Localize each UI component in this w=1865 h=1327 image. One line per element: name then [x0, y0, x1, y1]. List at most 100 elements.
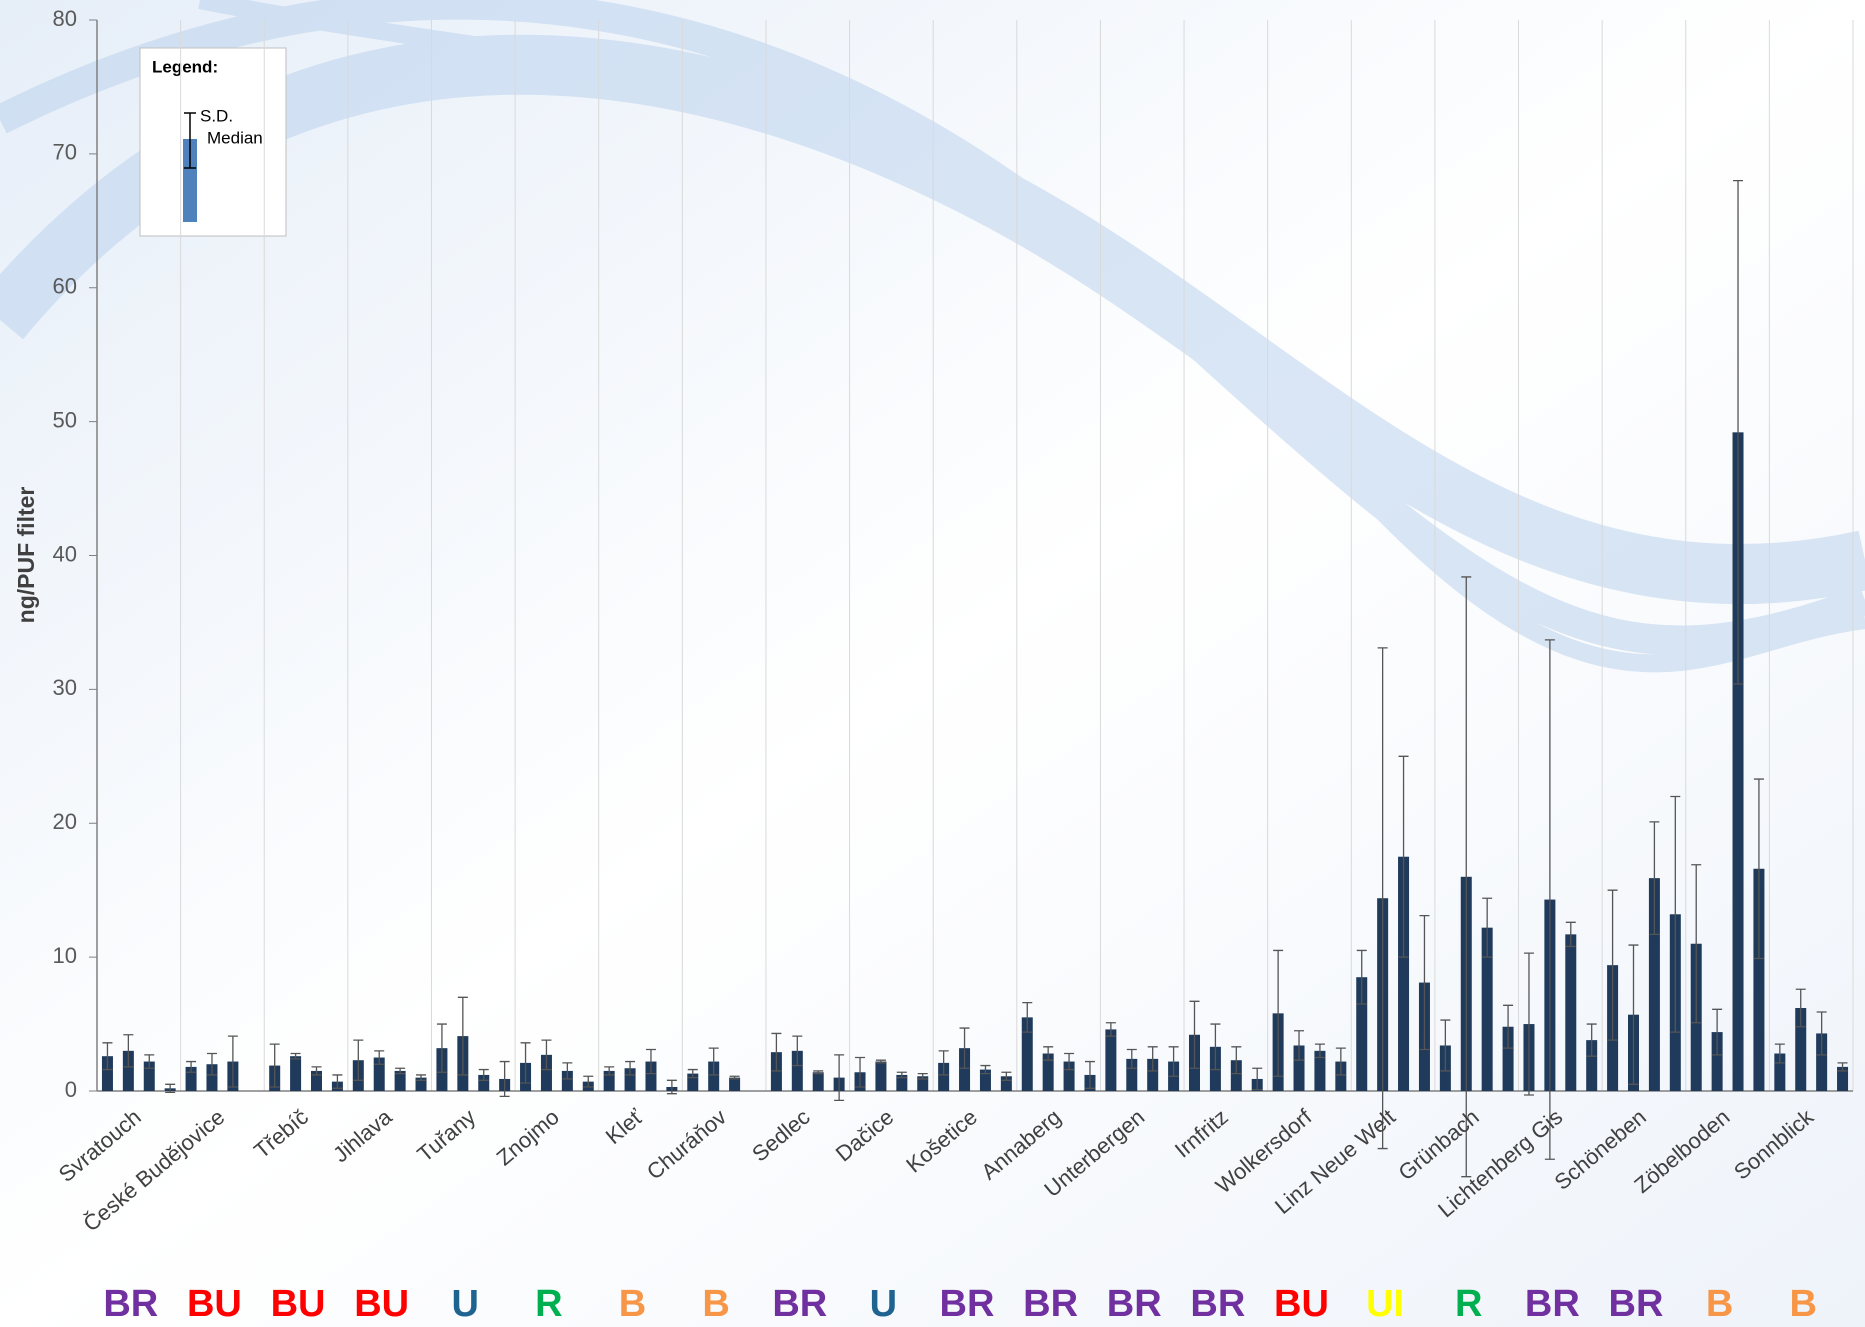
site-code: BU [1274, 1283, 1329, 1325]
bar [1586, 1040, 1598, 1091]
error-bar [1774, 1043, 1785, 1064]
bar [938, 1062, 950, 1091]
error-bar [875, 1059, 886, 1064]
error-bar [499, 1060, 510, 1097]
error-bar [1022, 1001, 1033, 1033]
error-bar [1523, 952, 1534, 1096]
error-bar [917, 1072, 928, 1080]
bar [875, 1061, 887, 1091]
error-bar [332, 1074, 343, 1089]
error-bar [666, 1079, 677, 1095]
y-tick-label: 0 [65, 1077, 77, 1102]
error-bar [123, 1034, 134, 1068]
bar [1837, 1066, 1849, 1091]
error-bar [562, 1062, 573, 1080]
error-bar [1461, 576, 1472, 1178]
bar [708, 1061, 720, 1091]
site-code: BU [187, 1283, 242, 1325]
error-bar [1043, 1046, 1054, 1061]
bar [1105, 1029, 1117, 1091]
error-bar [1356, 949, 1367, 1005]
error-bar [1252, 1067, 1263, 1091]
legend-whisker [184, 112, 196, 169]
site-code: R [535, 1283, 562, 1325]
error-bar [1649, 821, 1660, 936]
background-swoosh [0, 0, 1865, 673]
legend-bar [183, 139, 197, 222]
error-bar [144, 1054, 155, 1069]
bar [959, 1048, 971, 1091]
bar [979, 1069, 991, 1091]
bar [1356, 977, 1368, 1091]
error-bar [1628, 944, 1639, 1085]
bar [290, 1056, 302, 1091]
error-bar [269, 1043, 280, 1088]
error-bar [1586, 1023, 1597, 1057]
bar [1398, 856, 1410, 1091]
site-code: BR [1609, 1283, 1664, 1325]
bar [478, 1074, 490, 1091]
error-bar [1189, 1000, 1200, 1069]
bar [1314, 1050, 1326, 1091]
site-code: BR [1525, 1283, 1580, 1325]
bar [1565, 934, 1577, 1091]
error-bar [1565, 921, 1576, 948]
y-tick-label: 60 [53, 274, 77, 299]
error-bar [1419, 914, 1430, 1051]
bar [415, 1077, 427, 1091]
error-bar [478, 1068, 489, 1081]
bar [1147, 1058, 1159, 1091]
legend-title: Legend: [152, 57, 218, 76]
error-bar [1712, 1008, 1723, 1056]
error-bar [1064, 1052, 1075, 1071]
error-bar [1084, 1060, 1095, 1089]
error-bar [1273, 949, 1284, 1077]
error-bar [792, 1035, 803, 1067]
bar [812, 1072, 824, 1091]
error-bar [625, 1060, 636, 1076]
site-code: B [619, 1283, 646, 1325]
error-bar [353, 1039, 364, 1081]
bar [1502, 1026, 1514, 1091]
bar [1042, 1053, 1054, 1091]
bar [1816, 1033, 1828, 1091]
bar [1732, 432, 1744, 1092]
error-bar [729, 1075, 740, 1080]
error-bar [374, 1050, 385, 1065]
error-bar [1335, 1047, 1346, 1076]
error-bar [834, 1054, 845, 1102]
y-tick-label: 10 [53, 943, 77, 968]
bar [1753, 868, 1765, 1091]
bar [917, 1076, 929, 1091]
legend-median: Median [207, 128, 263, 147]
error-bar [604, 1066, 615, 1076]
site-code: BR [772, 1283, 827, 1325]
site-code: BR [1107, 1283, 1162, 1325]
bar [645, 1061, 657, 1091]
bar [896, 1074, 908, 1091]
bar [1711, 1032, 1723, 1091]
error-bar [1440, 1019, 1451, 1072]
error-bar [896, 1071, 907, 1079]
site-code: BR [103, 1283, 158, 1325]
bar [143, 1061, 155, 1091]
error-bar [227, 1035, 238, 1088]
legend: Legend: S.D. Median [139, 47, 287, 237]
error-bar [1607, 889, 1618, 1041]
error-bar [1126, 1048, 1137, 1069]
y-axis-label: ng/PUF filter [13, 487, 39, 624]
error-bar [436, 1023, 447, 1073]
bar [729, 1077, 741, 1091]
error-bar [395, 1067, 406, 1075]
site-code: R [1455, 1283, 1482, 1325]
y-tick-label: 80 [53, 6, 77, 31]
bar [101, 1056, 113, 1091]
bar [1000, 1076, 1012, 1091]
error-bar [855, 1056, 866, 1088]
error-bar [1105, 1022, 1116, 1037]
bar [311, 1070, 322, 1091]
site-code: B [702, 1283, 729, 1325]
error-bar [186, 1060, 197, 1073]
